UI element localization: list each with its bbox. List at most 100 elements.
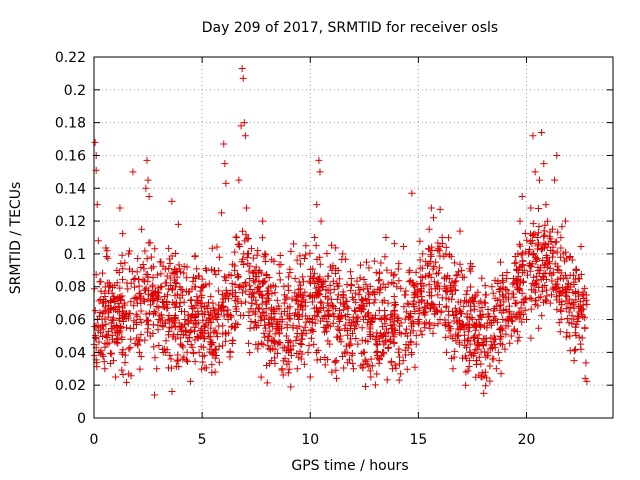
- data-point: [499, 283, 507, 291]
- data-point: [281, 308, 289, 316]
- data-point: [199, 358, 207, 366]
- data-point: [531, 168, 539, 176]
- data-point: [102, 307, 110, 315]
- data-point: [180, 269, 188, 277]
- data-point: [366, 367, 374, 375]
- data-point: [247, 305, 255, 313]
- data-point: [577, 345, 585, 353]
- data-point: [539, 272, 547, 280]
- data-point: [246, 282, 254, 290]
- data-point: [286, 265, 294, 273]
- data-point: [271, 289, 279, 297]
- x-tick-label: 0: [90, 432, 99, 448]
- data-point: [558, 301, 566, 309]
- data-point: [239, 255, 247, 263]
- data-point: [506, 339, 514, 347]
- data-point: [280, 282, 288, 290]
- data-point: [382, 315, 390, 323]
- data-point: [177, 286, 185, 294]
- data-point: [471, 346, 479, 354]
- data-point: [326, 289, 334, 297]
- data-point: [165, 312, 173, 320]
- data-point: [127, 372, 135, 380]
- data-point: [121, 259, 129, 267]
- data-point: [190, 349, 198, 357]
- data-point: [173, 279, 181, 287]
- data-point: [449, 334, 457, 342]
- data-point: [408, 348, 416, 356]
- data-point: [494, 277, 502, 285]
- data-point: [121, 301, 129, 309]
- data-point: [561, 271, 569, 279]
- data-point: [97, 287, 105, 295]
- data-point: [266, 327, 274, 335]
- data-point: [215, 305, 223, 313]
- data-point: [106, 360, 114, 368]
- data-point: [446, 251, 454, 259]
- data-point: [461, 352, 469, 360]
- data-point: [254, 284, 262, 292]
- data-point: [535, 205, 543, 213]
- data-point: [278, 318, 286, 326]
- data-point: [392, 301, 400, 309]
- data-point: [111, 306, 119, 314]
- data-point: [219, 342, 227, 350]
- y-tick-label: 0.12: [55, 214, 86, 230]
- data-point: [99, 352, 107, 360]
- data-point: [372, 348, 380, 356]
- data-point: [310, 274, 318, 282]
- data-point: [521, 295, 529, 303]
- data-point: [262, 258, 270, 265]
- data-point: [143, 156, 151, 164]
- data-point: [254, 345, 262, 353]
- data-point: [399, 357, 407, 365]
- data-point: [372, 269, 380, 277]
- data-point: [456, 338, 464, 346]
- data-point: [316, 260, 324, 268]
- data-point: [454, 271, 462, 279]
- data-point: [137, 319, 145, 327]
- data-point: [375, 359, 383, 367]
- data-point: [341, 348, 349, 356]
- data-point: [143, 316, 151, 324]
- data-point: [309, 275, 317, 283]
- data-point: [391, 327, 399, 335]
- data-point: [503, 286, 511, 294]
- data-point: [575, 314, 583, 322]
- data-point: [191, 283, 199, 291]
- data-point: [513, 328, 521, 336]
- data-point: [390, 340, 398, 348]
- data-point: [378, 298, 386, 306]
- data-point: [458, 266, 466, 274]
- data-point: [289, 342, 297, 350]
- data-point: [213, 243, 221, 251]
- data-point: [549, 269, 557, 277]
- data-point: [542, 201, 550, 209]
- data-point: [422, 272, 430, 280]
- data-point: [390, 307, 398, 315]
- data-point: [460, 331, 468, 339]
- data-point: [514, 272, 522, 280]
- data-point: [504, 315, 512, 323]
- data-point: [191, 253, 199, 261]
- data-point: [262, 324, 270, 332]
- data-point: [419, 250, 427, 258]
- data-point: [162, 337, 170, 345]
- data-point: [142, 317, 150, 325]
- data-point: [168, 197, 176, 205]
- data-point: [252, 273, 260, 281]
- data-point: [373, 329, 381, 337]
- data-point: [460, 273, 468, 281]
- data-point: [401, 291, 409, 299]
- data-point: [472, 373, 480, 381]
- data-point: [401, 315, 409, 323]
- data-point: [333, 295, 341, 303]
- data-point: [409, 327, 417, 335]
- data-point: [530, 250, 538, 258]
- data-point: [516, 240, 524, 248]
- data-point: [529, 220, 537, 228]
- data-point: [561, 217, 569, 225]
- data-point: [471, 293, 479, 301]
- data-point: [155, 341, 163, 349]
- data-point: [275, 302, 283, 310]
